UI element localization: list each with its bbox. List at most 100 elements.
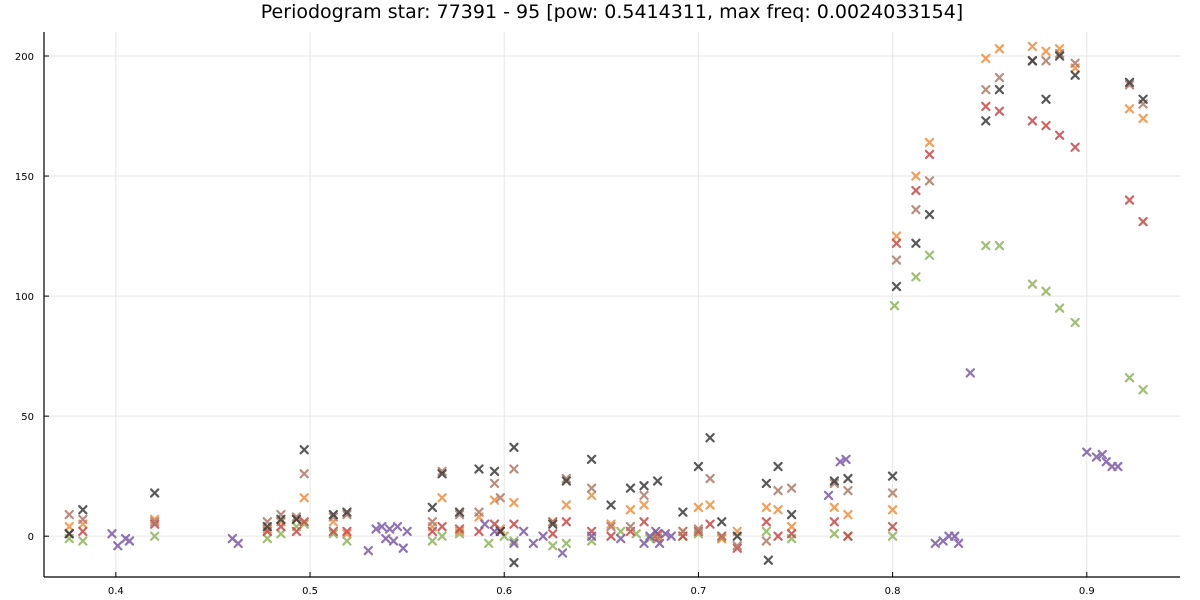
data-point: [705, 473, 715, 484]
data-point: [262, 524, 273, 534]
axes: [43, 32, 1180, 578]
data-point: [678, 507, 688, 517]
data-point: [887, 521, 898, 532]
grid-lines: [44, 32, 1180, 577]
data-point: [78, 526, 88, 537]
data-point: [276, 514, 286, 525]
data-point: [561, 538, 572, 549]
data-point: [1070, 58, 1080, 68]
data-point: [437, 493, 447, 503]
data-point: [887, 471, 898, 481]
data-point: [841, 454, 851, 465]
data-point: [786, 529, 797, 539]
data-point: [64, 509, 74, 520]
series-2: [64, 41, 1148, 544]
data-point: [911, 272, 921, 282]
data-point: [262, 521, 273, 532]
series-3: [64, 101, 1148, 553]
data-point: [981, 84, 991, 95]
data-point: [342, 536, 352, 546]
data-point: [392, 521, 403, 532]
data-point: [639, 538, 649, 549]
data-point: [891, 231, 902, 241]
data-point: [981, 101, 991, 112]
data-point: [761, 526, 772, 537]
data-point: [705, 519, 715, 529]
data-point: [606, 521, 616, 532]
data-point: [761, 478, 772, 489]
data-point: [437, 521, 447, 532]
data-point: [489, 519, 500, 529]
data-point: [480, 519, 490, 529]
data-point: [299, 517, 309, 527]
data-point: [891, 255, 902, 265]
data-point: [1091, 452, 1102, 462]
data-point: [1054, 130, 1065, 140]
data-point: [528, 538, 539, 549]
data-point: [639, 490, 649, 501]
data-point: [1027, 56, 1038, 66]
data-point: [843, 509, 853, 520]
data-point: [454, 526, 465, 537]
data-point: [639, 517, 649, 527]
data-point: [149, 488, 160, 498]
data-point: [1124, 195, 1135, 205]
data-point: [548, 517, 558, 527]
y-tick-label: 150: [15, 172, 34, 183]
data-point: [616, 533, 626, 544]
data-point: [342, 526, 352, 537]
data-point: [732, 531, 742, 541]
series-4: [64, 48, 1148, 551]
data-point: [1124, 104, 1135, 114]
data-point: [489, 526, 500, 537]
data-point: [911, 204, 921, 215]
data-point: [786, 509, 797, 520]
data-point: [652, 476, 663, 486]
data-point: [1054, 303, 1065, 313]
data-point: [509, 557, 519, 568]
data-point: [586, 531, 597, 541]
data-point: [650, 526, 661, 537]
data-point: [666, 531, 676, 541]
data-points: [64, 41, 1148, 568]
data-point: [950, 531, 960, 541]
x-tick-label: 0.8: [885, 586, 901, 597]
data-point: [1027, 116, 1038, 126]
data-point: [489, 466, 500, 477]
data-point: [149, 519, 160, 529]
data-point: [1138, 113, 1148, 124]
data-point: [887, 531, 898, 541]
data-point: [299, 445, 309, 455]
data-point: [639, 500, 649, 510]
data-point: [761, 536, 772, 546]
data-point: [276, 529, 286, 539]
data-point: [557, 548, 568, 558]
data-point: [262, 533, 273, 544]
data-point: [64, 529, 74, 539]
data-point: [981, 53, 991, 64]
data-point: [773, 485, 783, 496]
data-point: [911, 238, 921, 248]
data-point: [693, 526, 704, 537]
data-point: [328, 529, 339, 539]
data-point: [606, 519, 616, 529]
data-point: [1124, 373, 1135, 383]
data-point: [891, 281, 902, 292]
data-point: [495, 493, 506, 503]
data-point: [994, 240, 1005, 251]
data-point: [773, 461, 783, 472]
data-point: [843, 473, 853, 484]
data-point: [561, 500, 572, 510]
y-tick-labels: 0 50 100 150 200: [15, 52, 34, 543]
y-tick-label: 0: [28, 532, 34, 543]
x-tick-labels: 0.4 0.5 0.6 0.7 0.8 0.9: [108, 586, 1095, 597]
data-point: [454, 524, 465, 534]
data-point: [625, 483, 636, 493]
data-point: [763, 555, 774, 565]
data-point: [924, 176, 935, 186]
data-point: [994, 44, 1005, 54]
data-point: [291, 526, 302, 537]
data-point: [561, 476, 572, 486]
data-point: [1138, 385, 1148, 395]
data-point: [625, 521, 636, 532]
